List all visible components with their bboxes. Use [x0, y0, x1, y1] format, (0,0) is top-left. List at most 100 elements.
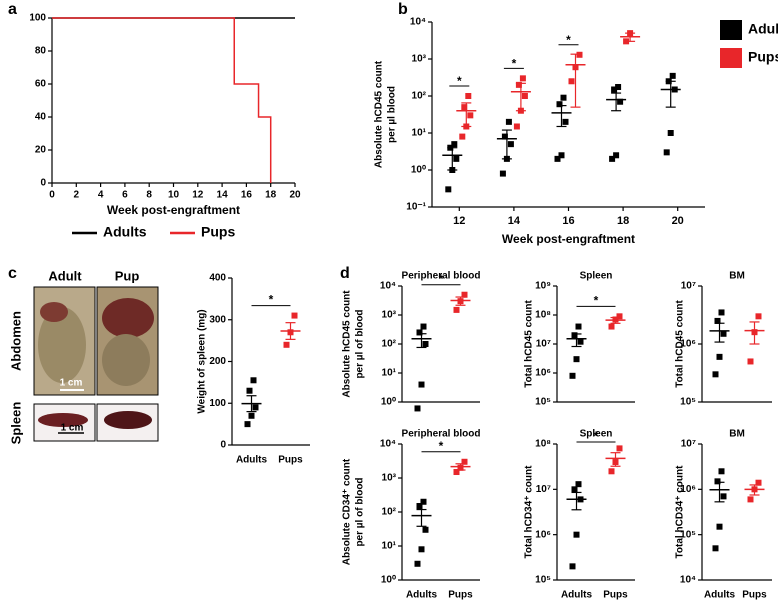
- legend-swatch: [720, 20, 742, 40]
- x-tick-label: Adults: [561, 590, 593, 601]
- chart-title: BM: [729, 429, 745, 440]
- x-tick-label: 6: [122, 190, 128, 201]
- legend-label: Pups: [201, 224, 235, 240]
- data-point: [575, 323, 582, 330]
- scale-label: 1 cm: [61, 423, 84, 434]
- y-tick-label: 10⁵: [680, 397, 696, 408]
- x-tick-label: 16: [562, 215, 574, 227]
- data-point: [246, 387, 253, 394]
- data-point: [571, 486, 578, 493]
- data-point: [608, 323, 615, 330]
- y-tick-label: 20: [35, 145, 47, 156]
- data-point: [453, 469, 460, 476]
- data-point: [459, 133, 466, 140]
- data-point: [613, 152, 620, 159]
- data-point: [616, 313, 623, 320]
- y-tick-label: 10³: [382, 310, 397, 321]
- scale-label: 1 cm: [60, 378, 83, 389]
- data-point: [755, 479, 762, 486]
- data-point: [716, 523, 723, 530]
- x-tick-label: 20: [289, 190, 301, 201]
- legend-label: Adults: [103, 224, 147, 240]
- y-axis-label: per µl of blood: [355, 309, 366, 378]
- data-point: [720, 493, 727, 500]
- data-point: [609, 155, 616, 162]
- y-axis-label: Absolute CD34⁺ count: [342, 458, 353, 565]
- data-point: [461, 104, 468, 111]
- x-tick-label: 14: [508, 215, 521, 227]
- y-axis-label: Absolute hCD45 count: [342, 290, 353, 398]
- data-point: [465, 93, 472, 99]
- chart-title: Spleen: [580, 429, 613, 440]
- data-point: [451, 141, 458, 148]
- y-tick-label: 0: [40, 178, 46, 189]
- photo-detail: [38, 413, 88, 427]
- chart-title: BM: [729, 271, 745, 282]
- y-tick-label: 100: [29, 13, 46, 24]
- panel-letter: a: [8, 1, 17, 18]
- data-point: [461, 458, 468, 465]
- y-tick-label: 10⁶: [535, 368, 551, 379]
- data-point: [420, 323, 427, 330]
- data-point: [422, 341, 429, 347]
- x-tick-label: 18: [617, 215, 629, 227]
- y-tick-label: 10⁻¹: [406, 202, 426, 213]
- x-tick-label: Pups: [742, 590, 767, 601]
- significance-label: *: [269, 293, 274, 307]
- y-tick-label: 10¹: [382, 541, 397, 552]
- data-point: [422, 526, 429, 533]
- y-tick-label: 10¹: [412, 128, 427, 139]
- data-point: [445, 186, 452, 193]
- y-tick-label: 10²: [382, 339, 397, 350]
- chart-title: Peripheral blood: [402, 271, 481, 282]
- significance-label: *: [566, 33, 571, 47]
- x-tick-label: 4: [98, 190, 104, 201]
- significance-label: *: [457, 74, 462, 88]
- data-point: [718, 468, 725, 475]
- data-point: [414, 560, 421, 567]
- data-point: [568, 78, 575, 85]
- significance-label: *: [439, 439, 444, 453]
- y-tick-label: 10⁷: [681, 281, 696, 292]
- y-tick-label: 10⁵: [535, 397, 551, 408]
- x-tick-label: 16: [241, 190, 253, 201]
- legend-swatch: [720, 48, 742, 68]
- data-point: [453, 306, 460, 313]
- panel-letter: d: [340, 265, 350, 282]
- data-point: [560, 94, 567, 101]
- x-tick-label: Pups: [278, 455, 303, 466]
- data-point: [615, 84, 622, 91]
- y-axis-label: Total hCD45 count: [524, 300, 535, 388]
- y-axis-label: Absolute hCD45 count: [374, 60, 385, 168]
- x-tick-label: 14: [217, 190, 229, 201]
- x-axis-label: Week post-engraftment: [107, 203, 240, 217]
- y-tick-label: 60: [35, 79, 47, 90]
- data-point: [571, 332, 578, 339]
- data-point: [716, 353, 723, 360]
- data-point: [720, 330, 727, 337]
- x-axis-label: Week post-engraftment: [502, 232, 635, 246]
- data-point: [714, 478, 721, 485]
- y-tick-label: 10⁷: [536, 339, 551, 350]
- data-point: [712, 545, 719, 552]
- panel-letter: c: [8, 265, 17, 282]
- data-point: [577, 338, 584, 345]
- data-point: [755, 313, 762, 320]
- x-tick-label: 0: [49, 190, 55, 201]
- data-point: [499, 170, 506, 177]
- data-point: [714, 317, 721, 324]
- x-tick-label: 8: [146, 190, 152, 201]
- data-point: [747, 358, 754, 365]
- x-tick-label: 12: [453, 215, 465, 227]
- y-tick-label: 10⁶: [680, 339, 696, 350]
- data-point: [747, 496, 754, 503]
- y-axis-label: Total hCD34⁺ count: [675, 465, 686, 559]
- data-point: [501, 133, 508, 140]
- y-axis-label: Weight of spleen (mg): [197, 309, 208, 413]
- data-point: [616, 445, 623, 452]
- y-tick-label: 10¹: [382, 368, 397, 379]
- legend-label: Adults: [748, 21, 778, 37]
- y-tick-label: 40: [35, 112, 47, 123]
- y-tick-label: 10⁴: [680, 575, 696, 586]
